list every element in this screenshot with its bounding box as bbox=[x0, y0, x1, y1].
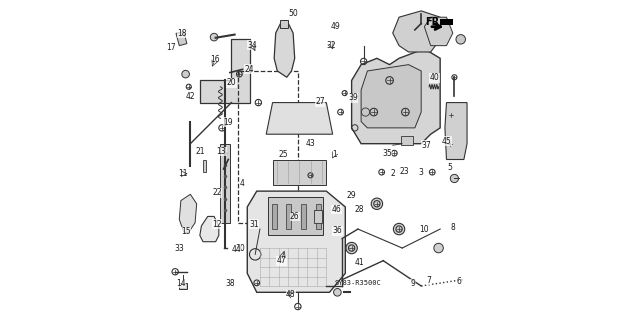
Polygon shape bbox=[424, 17, 453, 46]
Text: 18: 18 bbox=[178, 28, 187, 38]
Circle shape bbox=[346, 242, 357, 254]
Bar bbox=[271, 204, 276, 229]
Text: 36: 36 bbox=[333, 226, 342, 235]
Text: 22: 22 bbox=[212, 188, 222, 197]
Text: 20: 20 bbox=[227, 78, 236, 87]
Text: 40: 40 bbox=[429, 73, 439, 82]
Text: 14: 14 bbox=[176, 279, 186, 288]
Text: 4: 4 bbox=[240, 179, 245, 188]
Bar bbox=[280, 20, 289, 28]
Text: 29: 29 bbox=[346, 191, 356, 200]
Text: 46: 46 bbox=[332, 205, 341, 214]
Text: 47: 47 bbox=[276, 256, 286, 265]
Circle shape bbox=[451, 174, 458, 182]
Text: 50: 50 bbox=[288, 9, 298, 18]
Bar bbox=[179, 284, 187, 289]
Text: 21: 21 bbox=[196, 147, 205, 156]
Text: 35: 35 bbox=[382, 149, 392, 158]
Polygon shape bbox=[266, 103, 333, 134]
Circle shape bbox=[362, 108, 370, 116]
Polygon shape bbox=[440, 19, 453, 25]
Text: 39: 39 bbox=[348, 93, 358, 102]
Text: 48: 48 bbox=[286, 290, 296, 299]
Text: 31: 31 bbox=[250, 220, 259, 229]
Polygon shape bbox=[247, 191, 346, 292]
Text: 44: 44 bbox=[231, 245, 241, 254]
Text: 23: 23 bbox=[400, 167, 410, 176]
Polygon shape bbox=[273, 160, 326, 185]
Text: 32: 32 bbox=[326, 41, 336, 49]
Text: 41: 41 bbox=[355, 258, 364, 267]
Polygon shape bbox=[393, 11, 440, 52]
Text: 5: 5 bbox=[447, 163, 452, 172]
Text: 12: 12 bbox=[212, 220, 221, 229]
Text: FR.: FR. bbox=[425, 17, 443, 27]
Text: 25: 25 bbox=[279, 150, 289, 159]
Text: 33: 33 bbox=[175, 244, 184, 253]
Text: 3: 3 bbox=[419, 168, 424, 177]
Bar bbox=[238, 71, 298, 223]
Circle shape bbox=[182, 70, 189, 78]
Circle shape bbox=[333, 288, 341, 296]
Text: 10: 10 bbox=[420, 225, 429, 234]
Text: 26: 26 bbox=[290, 212, 300, 221]
Polygon shape bbox=[351, 49, 440, 144]
Circle shape bbox=[394, 223, 404, 235]
Polygon shape bbox=[274, 24, 294, 77]
Text: 28: 28 bbox=[355, 205, 364, 214]
Text: 42: 42 bbox=[186, 93, 195, 101]
Polygon shape bbox=[445, 103, 467, 160]
Text: 15: 15 bbox=[180, 227, 191, 236]
Text: 43: 43 bbox=[306, 138, 316, 148]
Text: 2: 2 bbox=[390, 169, 395, 178]
Polygon shape bbox=[268, 197, 323, 235]
Text: 45: 45 bbox=[442, 137, 451, 146]
Text: 30: 30 bbox=[236, 243, 245, 253]
Text: 16: 16 bbox=[210, 56, 220, 64]
Text: 19: 19 bbox=[223, 118, 233, 127]
Bar bbox=[286, 204, 291, 229]
Text: 11: 11 bbox=[179, 169, 188, 178]
Circle shape bbox=[211, 33, 218, 41]
Bar bbox=[203, 160, 205, 172]
Bar bbox=[176, 31, 187, 46]
Polygon shape bbox=[200, 216, 219, 242]
Circle shape bbox=[456, 34, 465, 44]
Text: 13: 13 bbox=[216, 147, 226, 156]
Text: SY83-R3500C: SY83-R3500C bbox=[335, 280, 381, 286]
Text: 9: 9 bbox=[411, 279, 416, 288]
Polygon shape bbox=[179, 194, 196, 232]
Bar bbox=[316, 204, 321, 229]
Text: 38: 38 bbox=[225, 279, 235, 288]
Polygon shape bbox=[200, 39, 250, 103]
Bar bbox=[314, 210, 321, 223]
Text: 37: 37 bbox=[421, 141, 431, 150]
Text: 6: 6 bbox=[457, 277, 461, 286]
Circle shape bbox=[371, 198, 383, 210]
Text: 24: 24 bbox=[244, 65, 253, 74]
Text: 34: 34 bbox=[247, 41, 257, 49]
Text: 8: 8 bbox=[451, 223, 455, 232]
Text: 7: 7 bbox=[427, 276, 431, 285]
Polygon shape bbox=[361, 65, 421, 128]
Text: 49: 49 bbox=[330, 22, 340, 31]
Bar bbox=[220, 144, 230, 223]
Bar bbox=[301, 204, 306, 229]
Text: 27: 27 bbox=[315, 97, 325, 107]
Text: 17: 17 bbox=[166, 43, 175, 52]
Bar bbox=[401, 136, 413, 145]
Text: 1: 1 bbox=[332, 150, 337, 159]
Circle shape bbox=[434, 243, 444, 253]
